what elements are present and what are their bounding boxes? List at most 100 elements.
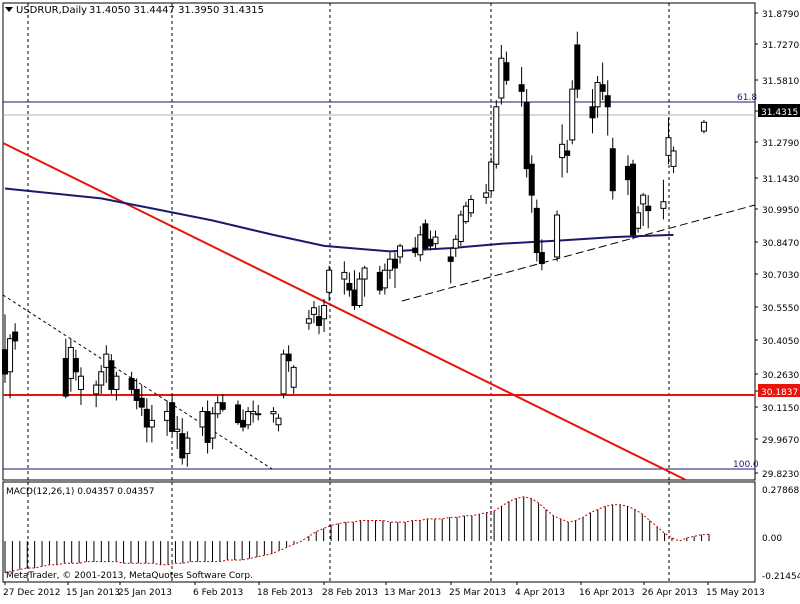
candle-body <box>412 247 419 254</box>
date-axis-label: 27 Dec 2012 <box>3 588 61 598</box>
triangle-down-icon[interactable] <box>5 7 13 12</box>
trend-line <box>2 142 687 481</box>
candle <box>321 298 328 333</box>
candle <box>72 349 79 381</box>
ohlc-values: 31.4050 31.4447 31.3950 31.4315 <box>89 5 264 16</box>
candle-body <box>457 214 464 242</box>
support-price-label: 30.1837 <box>761 388 798 398</box>
price-axis-label: 31.2790 <box>762 139 799 149</box>
candle-body <box>361 267 368 280</box>
candle <box>169 393 176 436</box>
candle <box>93 380 100 408</box>
candle <box>609 137 616 200</box>
candle-body <box>138 397 145 408</box>
date-axis-label: 18 Feb 2013 <box>257 588 313 598</box>
candle-body <box>574 44 581 90</box>
candle <box>346 272 353 297</box>
candle-body <box>321 305 328 320</box>
candle-body <box>310 307 317 315</box>
candle-body <box>665 137 672 156</box>
macd-axis-label: 0.00 <box>762 534 782 544</box>
candle <box>316 305 323 335</box>
candle-body <box>67 347 74 379</box>
copyright-text: MetaTrader, © 2001-2013, MetaQuotes Soft… <box>6 571 253 581</box>
candle-body <box>422 223 429 249</box>
candle <box>483 184 490 204</box>
candle <box>245 407 252 430</box>
candle-body <box>386 258 393 271</box>
candle <box>270 407 277 423</box>
price-axis-label: 30.9950 <box>762 206 799 216</box>
candle-body <box>204 411 211 443</box>
candle-body <box>346 282 353 291</box>
candle-body <box>523 101 530 170</box>
candle-body <box>2 349 8 375</box>
candle-body <box>199 411 206 428</box>
date-axis-label: 25 Mar 2013 <box>449 588 506 598</box>
candle-body <box>427 238 434 247</box>
candle <box>341 261 348 295</box>
candle-body <box>503 62 510 81</box>
candle <box>665 117 672 165</box>
candle-body <box>245 411 252 426</box>
candle-body <box>209 413 216 439</box>
candle-body <box>285 353 292 362</box>
candle-body <box>630 163 637 236</box>
candle-body <box>305 318 312 324</box>
fib-100-label: 100.0 <box>733 460 759 470</box>
candle-body <box>290 366 297 388</box>
candle <box>462 201 469 224</box>
date-axis-label: 25 Jan 2013 <box>118 588 172 598</box>
candle <box>234 400 241 425</box>
candle <box>98 365 105 394</box>
moving-average-line <box>4 187 674 253</box>
candle <box>290 365 297 394</box>
candle <box>128 371 135 394</box>
candle <box>285 345 292 372</box>
candle <box>361 265 368 297</box>
candle <box>133 378 140 410</box>
candle-body <box>589 106 596 119</box>
date-axis-label: 15 May 2013 <box>706 588 765 598</box>
candle-body <box>559 143 566 159</box>
candle-body <box>270 411 277 415</box>
candle-body <box>528 163 535 196</box>
price-axis-label: 30.2630 <box>762 371 799 381</box>
candle <box>209 407 216 450</box>
candle <box>12 323 19 350</box>
candle-body <box>381 269 388 289</box>
date-axis-label: 13 Mar 2013 <box>384 588 441 598</box>
candle-body <box>341 271 348 280</box>
date-axis-label: 15 Jan 2013 <box>66 588 120 598</box>
candle <box>255 404 262 421</box>
candle <box>174 415 181 450</box>
candle-body <box>397 245 404 258</box>
candle <box>569 80 576 145</box>
candle <box>138 385 145 416</box>
candle-body <box>98 371 105 386</box>
candle <box>645 195 652 229</box>
candle <box>528 155 535 213</box>
candle-body <box>7 338 14 373</box>
candle <box>518 67 525 107</box>
candle <box>488 157 495 196</box>
candle <box>604 80 611 136</box>
candle-body <box>179 433 186 459</box>
candle-body <box>538 252 545 265</box>
candle <box>391 252 398 288</box>
candle-body <box>62 358 69 397</box>
candle-body <box>174 428 181 432</box>
symbol-label: USDRUR,Daily <box>16 5 87 16</box>
candle-body <box>391 258 398 269</box>
candle <box>503 51 510 85</box>
candle-body <box>148 419 155 428</box>
candle-body <box>164 411 171 421</box>
candle <box>700 120 707 134</box>
candle-body <box>700 121 707 132</box>
candle-body <box>351 289 358 307</box>
candle-body <box>234 404 241 424</box>
candle-body <box>219 402 226 410</box>
price-axis-label: 31.8790 <box>762 10 799 20</box>
